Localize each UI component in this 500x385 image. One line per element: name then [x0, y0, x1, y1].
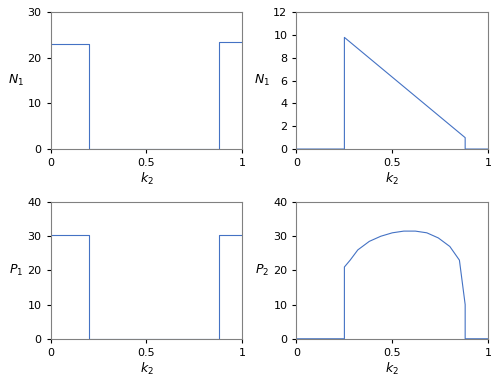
X-axis label: $k_2$: $k_2$: [386, 361, 399, 377]
X-axis label: $k_2$: $k_2$: [140, 171, 153, 187]
Y-axis label: $N_1$: $N_1$: [8, 73, 24, 88]
X-axis label: $k_2$: $k_2$: [140, 361, 153, 377]
X-axis label: $k_2$: $k_2$: [386, 171, 399, 187]
Y-axis label: $P_2$: $P_2$: [255, 263, 270, 278]
Y-axis label: $P_1$: $P_1$: [9, 263, 24, 278]
Y-axis label: $N_1$: $N_1$: [254, 73, 270, 88]
